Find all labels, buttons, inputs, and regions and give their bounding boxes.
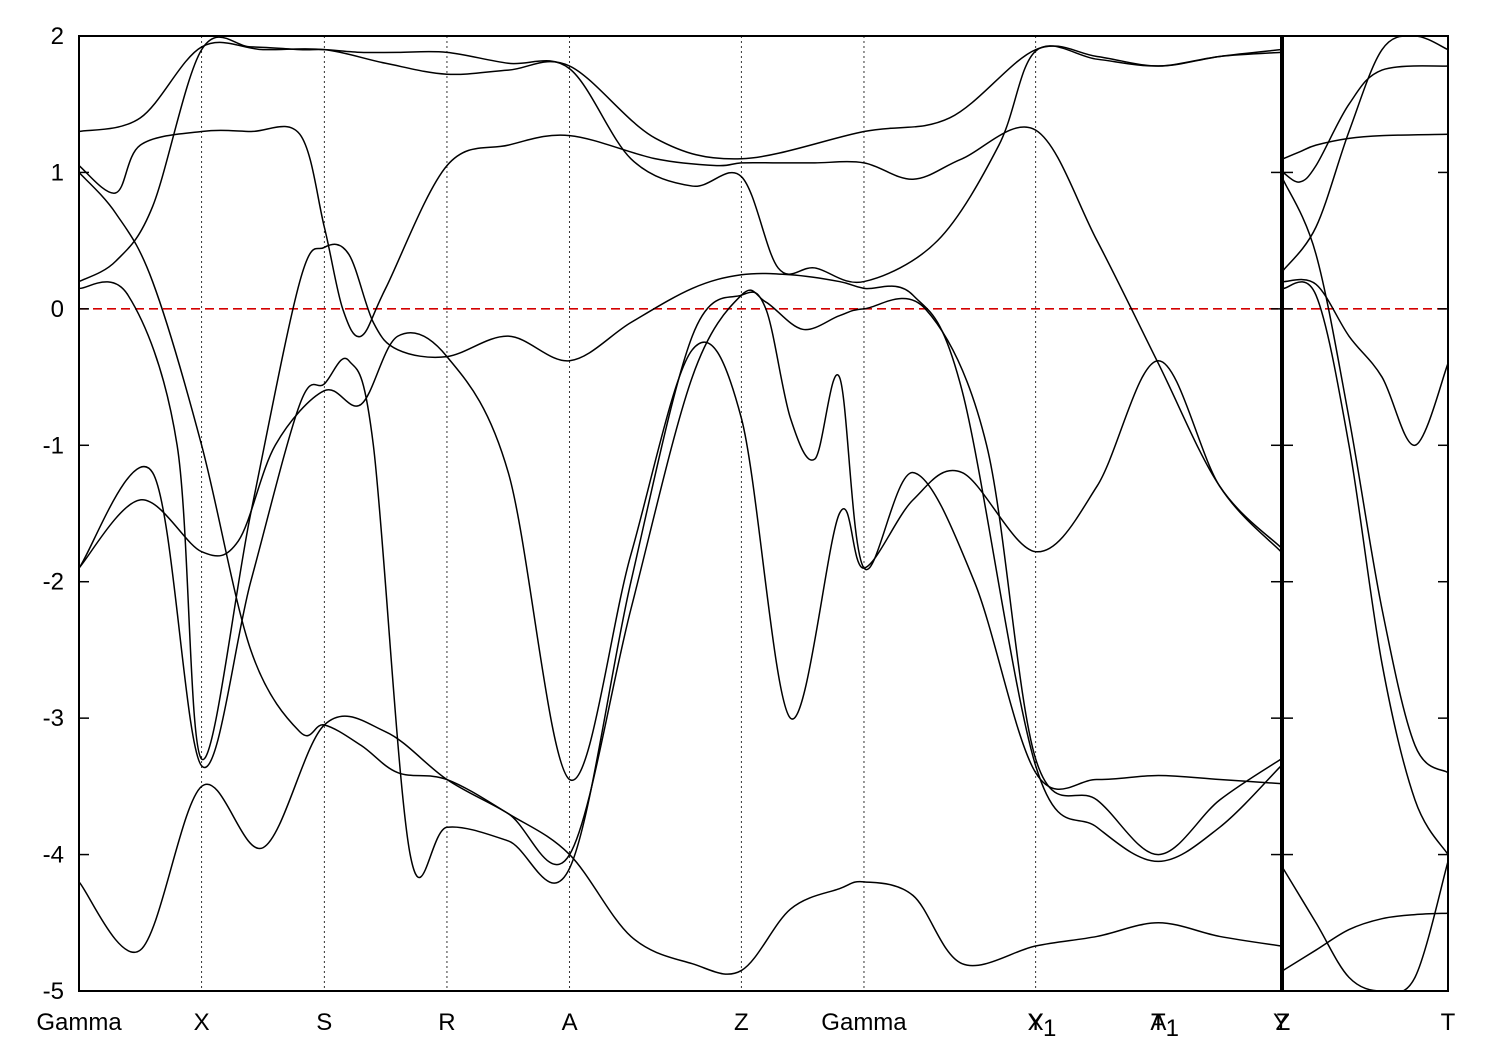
k-point-label: Y (1273, 1009, 1289, 1036)
band-c6 (1283, 281, 1448, 855)
band-c1 (1283, 133, 1448, 160)
k-point-label: X (1028, 1009, 1044, 1036)
band-b3 (79, 36, 1281, 284)
band-b2 (79, 125, 1281, 549)
y-tick-label: 1 (51, 159, 64, 186)
k-point-subscript: 1 (1043, 1015, 1056, 1042)
band-b1 (79, 41, 1281, 160)
band-c3 (1283, 36, 1448, 272)
high-symmetry-lines (201, 36, 1037, 991)
k-point-subscript: 1 (1166, 1015, 1179, 1042)
k-point-label: T (1151, 1009, 1166, 1036)
band-b7 (79, 715, 1281, 975)
panel-frame-0 (78, 35, 1282, 992)
k-point-label: T (1441, 1009, 1456, 1036)
k-path-labels: Gamma X S R A Z Gamma X YY 1 AT 1 Z T (36, 1009, 1455, 1042)
k-point-label: Gamma (36, 1009, 122, 1036)
y-tick-label: -5 (43, 978, 64, 1005)
k-point-label: A (562, 1009, 578, 1036)
band-b4 (79, 171, 1281, 866)
band-c2 (1283, 65, 1448, 183)
k-point-label: S (316, 1009, 332, 1036)
k-point-label: Gamma (821, 1009, 907, 1036)
y-tick-label: -2 (43, 569, 64, 596)
panel-frame-1 (1282, 35, 1449, 992)
y-tick-label: -4 (43, 842, 64, 869)
k-point-label: Y (1028, 1009, 1044, 1036)
k-point-label: R (438, 1009, 455, 1036)
band-c7 (1283, 912, 1448, 972)
bands-panel-main (79, 36, 1281, 975)
k-point-label: Z (734, 1009, 749, 1036)
k-point-label: X (194, 1009, 210, 1036)
y-tick-label: -1 (43, 432, 64, 459)
k-point-label: A (1150, 1009, 1166, 1036)
y-axis: 2 1 0 -1 -2 -3 -4 -5 (43, 23, 64, 1005)
band-b6 (79, 291, 1281, 884)
y-tick-label: 2 (51, 23, 64, 50)
y-tick-label: -3 (43, 705, 64, 732)
plot-frame (78, 35, 1449, 992)
band-c8 (1283, 861, 1448, 991)
band-c4 (1283, 278, 1448, 447)
band-b8 (79, 332, 1281, 781)
bands-panel-z-t (1283, 36, 1448, 991)
y-tick-label: 0 (51, 296, 64, 323)
band-b5 (79, 243, 1281, 863)
k-point-label: Z (1276, 1009, 1291, 1036)
band-c5 (1283, 178, 1448, 774)
